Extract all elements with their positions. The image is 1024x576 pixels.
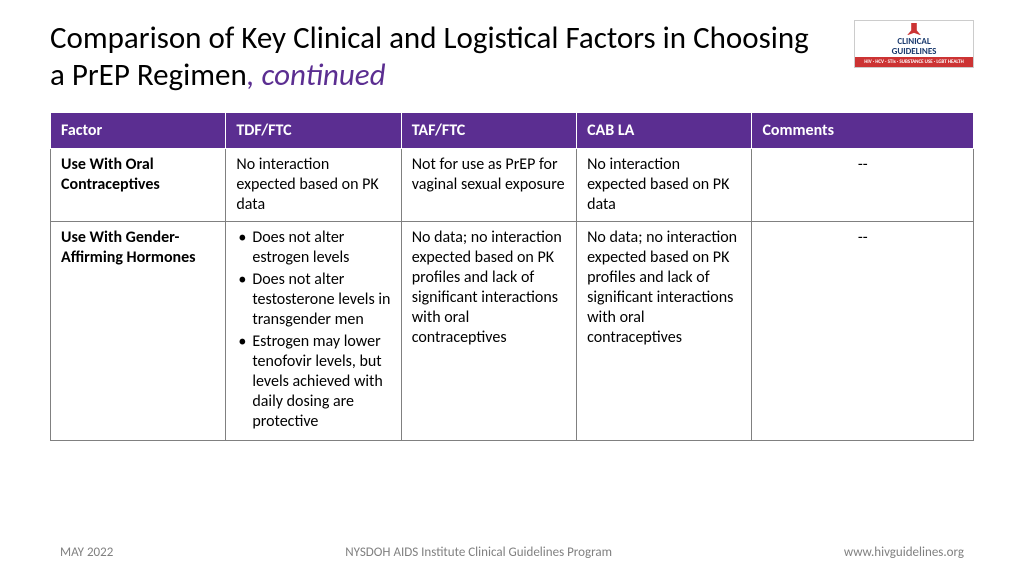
cell-taf: No data; no interaction expected based o… xyxy=(401,222,576,441)
bullet-list: Does not alter estrogen levels Does not … xyxy=(236,228,390,432)
title-continued: , continued xyxy=(247,56,386,94)
th-comments: Comments xyxy=(752,113,974,149)
cell-cab: No data; no interaction expected based o… xyxy=(577,222,752,441)
footer-url: www.hivguidelines.org xyxy=(844,545,964,560)
logo-bar: HIV · HCV · STIs · SUBSTANCE USE · LGBT … xyxy=(855,57,973,67)
list-item: Estrogen may lower tenofovir levels, but… xyxy=(236,332,390,432)
cell-factor: Use With Oral Contraceptives xyxy=(51,149,226,222)
program-logo: CLINICAL GUIDELINES PROGRAM HIV · HCV · … xyxy=(854,20,974,68)
footer-date: MAY 2022 xyxy=(60,545,113,560)
th-tdf: TDF/FTC xyxy=(226,113,401,149)
th-factor: Factor xyxy=(51,113,226,149)
list-item: Does not alter estrogen levels xyxy=(236,228,390,268)
cell-tdf: Does not alter estrogen levels Does not … xyxy=(226,222,401,441)
table-row: Use With Oral Contraceptives No interact… xyxy=(51,149,974,222)
list-item: Does not alter testosterone levels in tr… xyxy=(236,270,390,330)
footer: MAY 2022 NYSDOH AIDS Institute Clinical … xyxy=(0,545,1024,560)
cell-comments: -- xyxy=(752,149,974,222)
ribbon-icon xyxy=(907,23,921,35)
title-main: Comparison of Key Clinical and Logistica… xyxy=(50,19,809,94)
table-row: Use With Gender-Affirming Hormones Does … xyxy=(51,222,974,441)
th-cab: CAB LA xyxy=(577,113,752,149)
th-taf: TAF/FTC xyxy=(401,113,576,149)
comparison-table: Factor TDF/FTC TAF/FTC CAB LA Comments U… xyxy=(50,112,974,441)
cell-factor: Use With Gender-Affirming Hormones xyxy=(51,222,226,441)
footer-org: NYSDOH AIDS Institute Clinical Guideline… xyxy=(345,545,612,560)
table-header-row: Factor TDF/FTC TAF/FTC CAB LA Comments xyxy=(51,113,974,149)
page-title: Comparison of Key Clinical and Logistica… xyxy=(50,20,830,94)
cell-comments: -- xyxy=(752,222,974,441)
cell-taf: Not for use as PrEP for vaginal sexual e… xyxy=(401,149,576,222)
cell-cab: No interaction expected based on PK data xyxy=(577,149,752,222)
cell-tdf: No interaction expected based on PK data xyxy=(226,149,401,222)
